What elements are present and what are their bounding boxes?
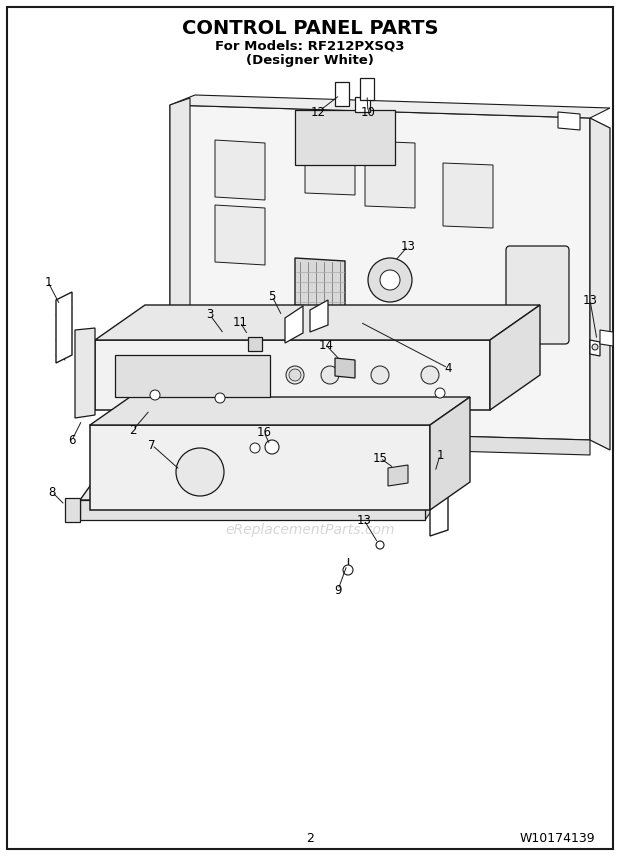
Circle shape (380, 270, 400, 290)
Polygon shape (295, 258, 345, 308)
FancyBboxPatch shape (506, 246, 569, 344)
Bar (115, 355, 270, 397)
Text: 11: 11 (232, 316, 247, 329)
Text: 3: 3 (206, 308, 214, 322)
Polygon shape (335, 358, 355, 378)
Circle shape (421, 366, 439, 384)
Text: 1: 1 (436, 449, 444, 461)
Polygon shape (335, 82, 349, 106)
Text: 13: 13 (401, 240, 415, 253)
Circle shape (321, 366, 339, 384)
Text: eReplacementParts.com: eReplacementParts.com (225, 523, 395, 537)
Text: 9: 9 (334, 584, 342, 597)
Polygon shape (430, 464, 448, 536)
Text: For Models: RF212PXSQ3: For Models: RF212PXSQ3 (215, 39, 405, 52)
Circle shape (265, 440, 279, 454)
Text: 13: 13 (583, 294, 598, 306)
Bar (248, 337, 262, 351)
Polygon shape (75, 328, 95, 418)
Text: W10174139: W10174139 (520, 831, 595, 845)
Polygon shape (56, 292, 72, 363)
Polygon shape (490, 305, 540, 410)
Text: CONTROL PANEL PARTS: CONTROL PANEL PARTS (182, 19, 438, 38)
Polygon shape (285, 306, 303, 343)
Polygon shape (443, 163, 493, 228)
Polygon shape (170, 98, 190, 428)
Polygon shape (80, 492, 445, 520)
Polygon shape (430, 397, 470, 510)
Text: 4: 4 (445, 361, 452, 375)
Text: 7: 7 (148, 438, 156, 451)
Circle shape (215, 393, 225, 403)
Text: 15: 15 (373, 451, 388, 465)
Polygon shape (355, 97, 370, 112)
Circle shape (435, 388, 445, 398)
Text: 14: 14 (319, 338, 334, 352)
Polygon shape (65, 498, 80, 522)
Circle shape (176, 448, 224, 496)
Polygon shape (80, 500, 425, 520)
Polygon shape (90, 425, 430, 510)
Polygon shape (310, 300, 328, 332)
Circle shape (371, 366, 389, 384)
Polygon shape (590, 340, 600, 356)
Polygon shape (80, 472, 445, 500)
Polygon shape (388, 465, 408, 486)
Circle shape (376, 541, 384, 549)
Text: 16: 16 (257, 425, 272, 438)
Polygon shape (558, 112, 580, 130)
Circle shape (250, 443, 260, 453)
Circle shape (150, 390, 160, 400)
Polygon shape (305, 128, 355, 195)
Polygon shape (590, 118, 610, 450)
Polygon shape (346, 310, 366, 328)
Circle shape (592, 344, 598, 350)
Bar (295, 110, 395, 165)
Polygon shape (170, 428, 590, 455)
Text: 2: 2 (129, 424, 137, 437)
Polygon shape (600, 330, 613, 346)
Text: 1: 1 (44, 276, 51, 288)
Text: 5: 5 (268, 289, 276, 302)
Polygon shape (360, 78, 374, 100)
Polygon shape (95, 340, 490, 410)
Circle shape (343, 565, 353, 575)
Polygon shape (365, 141, 415, 208)
Text: 12: 12 (311, 105, 326, 118)
Polygon shape (215, 205, 265, 265)
Text: 6: 6 (68, 433, 76, 447)
Circle shape (286, 366, 304, 384)
Circle shape (289, 369, 301, 381)
Polygon shape (215, 140, 265, 200)
Text: 10: 10 (361, 105, 376, 118)
Circle shape (368, 258, 412, 302)
Polygon shape (170, 105, 590, 440)
Polygon shape (95, 305, 540, 340)
Text: 13: 13 (356, 514, 371, 526)
Polygon shape (170, 95, 610, 118)
Polygon shape (90, 397, 470, 425)
Text: 8: 8 (48, 485, 56, 498)
Text: 2: 2 (306, 831, 314, 845)
Text: (Designer White): (Designer White) (246, 54, 374, 67)
